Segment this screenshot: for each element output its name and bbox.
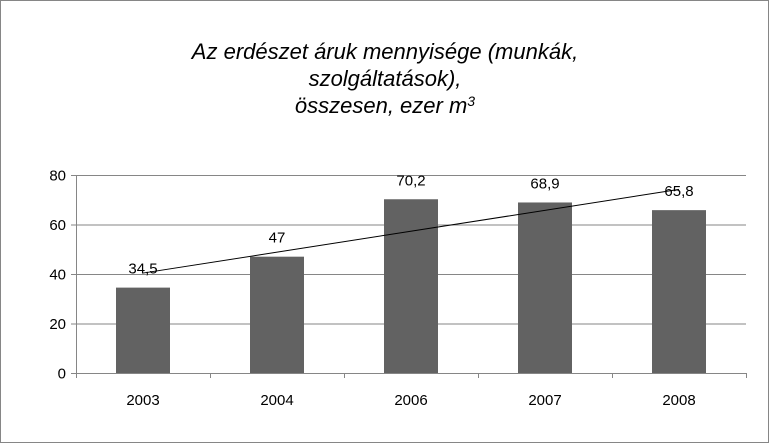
bar <box>116 287 170 373</box>
y-tick-label: 20 <box>49 316 66 333</box>
y-tick-label: 80 <box>49 168 66 185</box>
data-label: 65,8 <box>664 183 693 200</box>
data-label: 68,9 <box>530 175 559 192</box>
y-tick-label: 0 <box>58 366 66 383</box>
bar <box>250 256 304 373</box>
chart-title-line-2: szolgáltatások), <box>308 66 462 91</box>
y-tick-label: 60 <box>49 217 66 234</box>
labels: 0 20 40 60 80 2003 2004 2006 2007 2008 34,5 47 70,2 6… <box>49 168 695 410</box>
chart-title-superscript: 3 <box>467 93 476 109</box>
chart-title: Az erdészet áruk mennyisége (munkák, szo… <box>170 38 600 119</box>
bar <box>652 210 706 373</box>
axes <box>71 175 747 378</box>
x-tick-label: 2004 <box>260 392 293 409</box>
data-label: 47 <box>269 230 286 247</box>
x-tick-label: 2008 <box>662 392 695 409</box>
x-tick-label: 2007 <box>528 392 561 409</box>
data-label: 70,2 <box>396 172 425 189</box>
chart-title-line-1: Az erdészet áruk mennyisége (munkák, <box>191 39 579 64</box>
trendline <box>142 188 680 274</box>
bar <box>518 202 572 373</box>
y-tick-label: 40 <box>49 267 66 284</box>
chart-title-line-3: összesen, ezer m <box>294 93 468 118</box>
bar <box>384 199 438 373</box>
x-tick-label: 2003 <box>126 392 159 409</box>
data-label: 34,5 <box>128 261 157 278</box>
trendline-group <box>142 188 680 274</box>
x-tick-label: 2006 <box>394 392 427 409</box>
bars <box>116 199 706 373</box>
